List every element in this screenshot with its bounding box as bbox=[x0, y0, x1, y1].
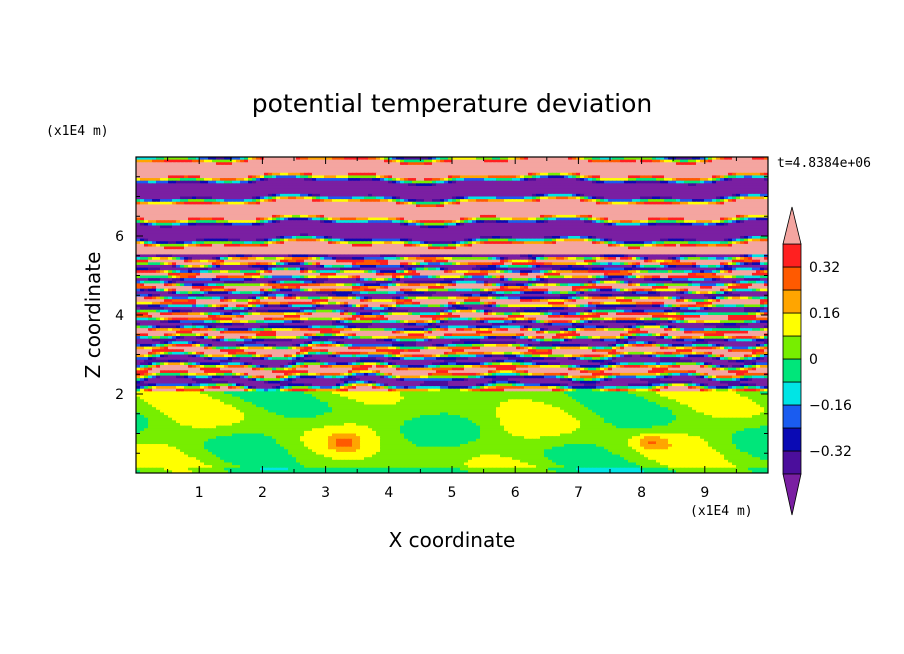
time-label: t=4.8384e+06 bbox=[777, 156, 871, 171]
chart-title: potential temperature deviation bbox=[252, 89, 652, 118]
heatmap-field bbox=[136, 157, 769, 474]
y-unit-label: (x1E4 m) bbox=[46, 124, 109, 139]
